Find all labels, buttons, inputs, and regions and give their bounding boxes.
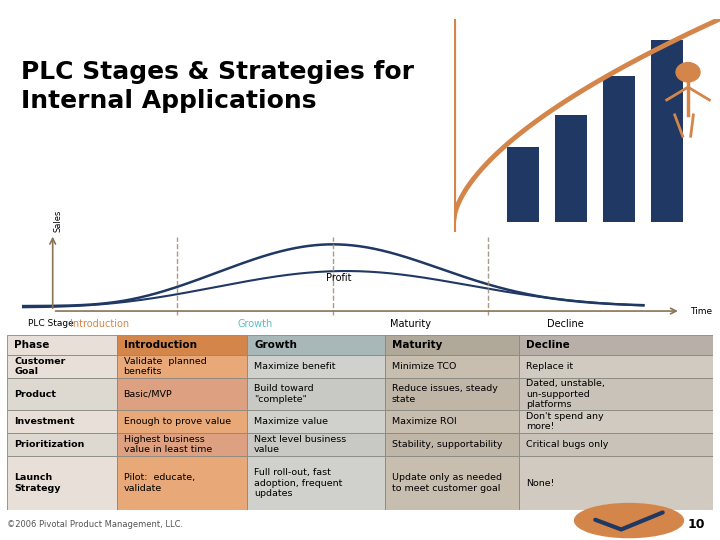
Text: Minimize TCO: Minimize TCO (392, 362, 456, 371)
Bar (384, 355, 518, 378)
Bar (247, 355, 384, 378)
Text: Reduce issues, steady
state: Reduce issues, steady state (392, 384, 498, 404)
Text: Maximize ROI: Maximize ROI (392, 417, 456, 426)
Bar (117, 410, 247, 433)
Text: Customer
Goal: Customer Goal (14, 357, 66, 376)
Text: Highest business
value in least time: Highest business value in least time (124, 435, 212, 454)
Text: Replace it: Replace it (526, 362, 573, 371)
Text: Time: Time (690, 307, 712, 315)
Bar (117, 355, 247, 378)
Bar (384, 433, 518, 456)
Bar (384, 378, 518, 410)
Text: Update only as needed
to meet customer goal: Update only as needed to meet customer g… (392, 474, 502, 493)
Bar (247, 410, 384, 433)
Text: Dated, unstable,
un-supported
platforms: Dated, unstable, un-supported platforms (526, 379, 605, 409)
Bar (117, 335, 247, 355)
Circle shape (676, 63, 700, 82)
Bar (518, 410, 713, 433)
Text: Investment: Investment (14, 417, 75, 426)
Text: Profit: Profit (326, 273, 352, 283)
Text: Decline: Decline (547, 319, 584, 329)
Text: Enough to prove value: Enough to prove value (124, 417, 230, 426)
Bar (117, 456, 247, 510)
Text: Product: Product (14, 389, 56, 399)
Text: Maturity: Maturity (392, 340, 442, 350)
Bar (247, 433, 384, 456)
Bar (117, 378, 247, 410)
Text: Stability, supportability: Stability, supportability (392, 440, 503, 449)
Bar (7, 433, 117, 456)
Text: Introduction: Introduction (124, 340, 197, 350)
Text: None!: None! (526, 478, 554, 488)
Bar (7, 378, 117, 410)
Text: Full roll-out, fast
adoption, frequent
updates: Full roll-out, fast adoption, frequent u… (254, 468, 343, 498)
Text: Critical bugs only: Critical bugs only (526, 440, 608, 449)
Bar (518, 378, 713, 410)
Bar (518, 355, 713, 378)
Bar (518, 456, 713, 510)
Bar (518, 433, 713, 456)
Circle shape (575, 503, 683, 538)
Bar (507, 147, 539, 221)
Text: Growth: Growth (254, 340, 297, 350)
Bar (384, 410, 518, 433)
Bar (384, 456, 518, 510)
Text: Launch
Strategy: Launch Strategy (14, 474, 60, 493)
Text: PLC Stage: PLC Stage (28, 319, 73, 328)
Bar (384, 335, 518, 355)
Bar (7, 410, 117, 433)
Bar (247, 335, 384, 355)
Text: Maximize benefit: Maximize benefit (254, 362, 336, 371)
Text: 10: 10 (688, 518, 706, 531)
Bar (603, 77, 635, 221)
Text: Introduction: Introduction (70, 319, 129, 329)
Bar (117, 433, 247, 456)
Text: Phase: Phase (14, 340, 50, 350)
Bar (555, 115, 587, 221)
Text: Pilot:  educate,
validate: Pilot: educate, validate (124, 474, 194, 493)
Text: Validate  planned
benefits: Validate planned benefits (124, 357, 207, 376)
Text: Build toward
"complete": Build toward "complete" (254, 384, 314, 404)
Text: Next level business
value: Next level business value (254, 435, 346, 454)
Bar (7, 456, 117, 510)
Bar (247, 378, 384, 410)
Text: Maturity: Maturity (390, 319, 431, 329)
Bar (7, 335, 117, 355)
Text: Decline: Decline (526, 340, 570, 350)
Bar (651, 40, 683, 221)
Bar (518, 335, 713, 355)
Text: Prioritization: Prioritization (14, 440, 85, 449)
Text: Sales: Sales (54, 210, 63, 232)
Text: Don't spend any
more!: Don't spend any more! (526, 412, 603, 431)
Bar (7, 355, 117, 378)
Text: Maximize value: Maximize value (254, 417, 328, 426)
Text: ©2006 Pivotal Product Management, LLC.: ©2006 Pivotal Product Management, LLC. (7, 520, 184, 529)
Text: PLC Stages & Strategies for
Internal Applications: PLC Stages & Strategies for Internal App… (21, 59, 413, 113)
Bar (247, 456, 384, 510)
Text: Growth: Growth (237, 319, 272, 329)
Text: Basic/MVP: Basic/MVP (124, 389, 172, 399)
